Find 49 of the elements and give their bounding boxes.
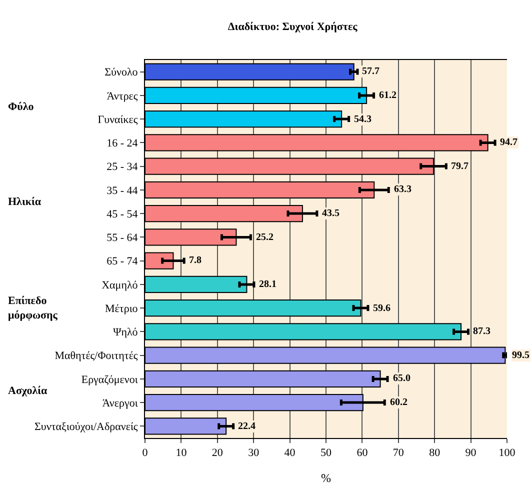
y-tick-label: 65 - 74 [106, 256, 138, 268]
x-tick-label: 0 [142, 447, 148, 460]
y-tick-label: Σύνολο [104, 66, 138, 79]
x-tick-label: 30 [248, 447, 260, 460]
data-label: 59.6 [373, 303, 390, 314]
chart-title: Διαδίκτυο: Συχνοί Χρήστες [228, 20, 358, 33]
x-tick-label: 80 [429, 447, 441, 460]
data-label: 94.7 [500, 137, 518, 148]
x-tick-label: 70 [392, 447, 404, 460]
data-label: 7.8 [189, 255, 202, 266]
x-tick-label: 100 [498, 447, 516, 460]
x-tick-label: 50 [320, 447, 332, 460]
x-tick-label: 60 [356, 447, 368, 460]
data-label: 79.7 [451, 161, 468, 172]
x-axis-title: % [321, 471, 331, 486]
y-tick-label: 55 - 64 [106, 232, 138, 244]
x-tick-label: 90 [465, 447, 477, 460]
data-label: 87.3 [473, 326, 490, 337]
y-tick-label: Άνεργοι [102, 397, 138, 410]
y-tick-label: Μέτριο [105, 302, 138, 315]
x-tick-label: 10 [176, 447, 188, 460]
y-tick-label: 35 - 44 [106, 184, 138, 197]
y-tick-label: Γυναίκες [98, 114, 138, 126]
text: Επίπεδο μόρφωσης [8, 295, 58, 322]
text: Ηλικία [8, 196, 42, 208]
data-label: 61.2 [379, 90, 396, 101]
text: Φύλο [8, 101, 34, 113]
x-tick-label: 20 [212, 447, 224, 460]
text: Ασχολία [8, 385, 48, 397]
y-tick-label: 16 - 24 [106, 138, 138, 150]
y-tick-label: Άντρες [106, 90, 138, 102]
data-label: 57.7 [362, 66, 380, 77]
y-tick-label: Εργαζόμενοι [81, 374, 138, 386]
data-label: 43.5 [322, 208, 340, 219]
y-tick-label: 25 - 34 [106, 161, 138, 174]
data-label: 22.4 [238, 421, 256, 432]
y-tick-label: Χαμηλό [102, 279, 138, 292]
data-label: 63.3 [394, 184, 412, 195]
data-label: 99.5 [512, 350, 530, 361]
data-label: 25.2 [256, 232, 274, 243]
y-tick-label: 45 - 54 [106, 208, 138, 220]
data-label: 65.0 [393, 373, 410, 384]
y-tick-label: Μαθητές/Φοιτητές [54, 350, 138, 362]
data-label: 60.2 [390, 397, 408, 408]
data-label: 54.3 [354, 114, 372, 125]
data-label: 28.1 [259, 279, 276, 290]
y-tick-label: Ψηλό [113, 326, 138, 339]
x-tick-label: 40 [284, 447, 296, 460]
y-tick-label: Συνταξιούχοι/Αδρανείς [34, 421, 138, 434]
